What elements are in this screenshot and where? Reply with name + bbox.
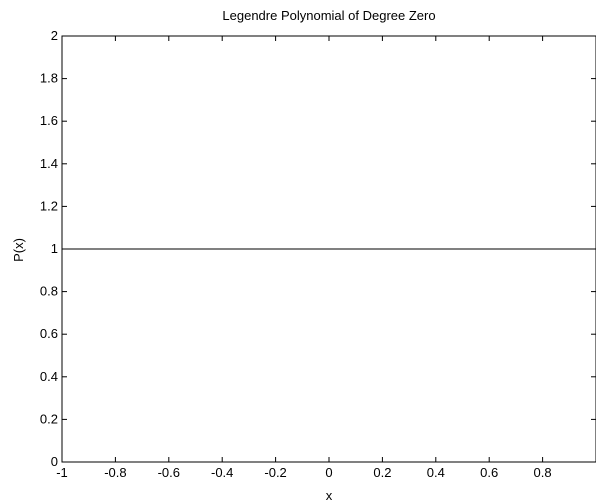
x-tick-label: -0.2 bbox=[264, 465, 286, 480]
x-tick-label: 0.2 bbox=[373, 465, 391, 480]
axis-ticks: -1 -0.8 -0.6 -0.4 -0.2 0 0.2 0.4 0.6 0.8 0 0.2 0.4 0.… bbox=[40, 28, 596, 480]
y-tick-label: 1 bbox=[51, 241, 58, 256]
y-tick-label: 0 bbox=[51, 454, 58, 469]
y-tick-label: 1.8 bbox=[40, 71, 58, 86]
x-tick-label: -1 bbox=[56, 465, 68, 480]
y-tick-label: 2 bbox=[51, 28, 58, 43]
x-axis-label: x bbox=[326, 488, 333, 503]
x-tick-label: 0.6 bbox=[480, 465, 498, 480]
x-tick-label: 0 bbox=[325, 465, 332, 480]
y-tick-label: 0.2 bbox=[40, 411, 58, 426]
y-axis-label: P(x) bbox=[11, 238, 26, 262]
chart-title: Legendre Polynomial of Degree Zero bbox=[222, 8, 435, 23]
y-tick-label: 1.4 bbox=[40, 156, 58, 171]
x-tick-label: 0.8 bbox=[534, 465, 552, 480]
x-tick-label: 0.4 bbox=[427, 465, 445, 480]
x-tick-label: -0.8 bbox=[104, 465, 126, 480]
x-tick-label: -0.6 bbox=[158, 465, 180, 480]
y-tick-label: 1.6 bbox=[40, 113, 58, 128]
x-tick-label: -0.4 bbox=[211, 465, 233, 480]
y-tick-label: 0.4 bbox=[40, 369, 58, 384]
y-tick-label: 0.6 bbox=[40, 326, 58, 341]
y-tick-label: 1.2 bbox=[40, 198, 58, 213]
y-tick-label: 0.8 bbox=[40, 284, 58, 299]
